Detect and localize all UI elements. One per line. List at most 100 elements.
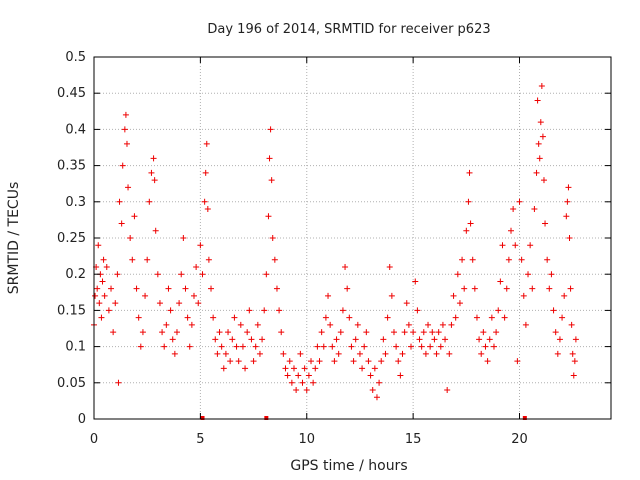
data-point [216,329,223,336]
data-point [171,350,178,357]
data-point [473,314,480,321]
data-point [220,365,227,372]
data-point [520,292,527,299]
data-point [133,285,140,292]
data-point [278,329,285,336]
data-point [429,329,436,336]
data-point [482,343,489,350]
data-point [244,329,251,336]
data-point [534,97,541,104]
data-point [271,256,278,263]
data-point [331,358,338,365]
data-point [416,336,423,343]
data-point [352,336,359,343]
data-point [433,350,440,357]
data-point [227,358,234,365]
data-point [425,321,432,328]
data-point [127,235,134,241]
data-point [514,358,521,365]
data-point [465,198,472,205]
data-point [248,336,255,343]
data-point [559,314,566,321]
data-point [378,358,385,365]
data-point [501,314,508,321]
data-point [399,350,406,357]
axis-ticks [93,56,611,420]
data-point [401,329,408,336]
data-point [437,343,444,350]
data-point [527,242,534,249]
data-point [167,307,174,314]
y-tick-label: 0.4 [65,122,86,137]
data-point [510,206,517,213]
data-point [371,365,378,372]
data-point [114,271,121,278]
data-point [569,350,576,357]
data-point [414,307,421,314]
data-point [305,372,312,379]
data-point [329,343,336,350]
data-point [112,300,119,307]
data-point [295,372,302,379]
data-point [199,271,206,278]
data-point [476,336,483,343]
data-point [397,372,404,379]
y-tick-label: 0.45 [57,86,86,101]
grid-lines [94,57,611,419]
data-point [233,343,240,350]
data-point [544,256,551,263]
data-point [435,329,442,336]
data-point [202,169,209,176]
data-point [561,292,568,299]
data-point [550,307,557,314]
data-point [395,358,402,365]
data-point [180,235,187,241]
chart-title: Day 196 of 2014, SRMTID for receiver p62… [207,22,490,37]
data-point [327,321,334,328]
y-tick-label: 0.05 [57,376,86,391]
data-point [239,343,246,350]
data-point [463,227,470,234]
data-point [552,329,559,336]
data-point [282,365,289,372]
data-point [516,198,523,205]
data-point [478,350,485,357]
data-point [342,263,349,270]
data-point [546,285,553,292]
data-point [486,336,493,343]
data-point [320,343,327,350]
y-tick-label: 0.35 [57,159,86,174]
data-point [144,256,151,263]
data-point [503,285,510,292]
data-point [98,314,105,321]
data-point [529,285,536,292]
data-point [384,314,391,321]
data-point [322,314,329,321]
data-point [388,292,395,299]
data-point [256,350,263,357]
data-point [118,220,125,227]
data-point [142,292,149,299]
data-point [439,321,446,328]
x-tick-label: 0 [90,432,98,447]
data-point [484,358,491,365]
data-point [301,365,308,372]
data-point [540,177,547,184]
y-tick-label: 0.25 [57,231,86,246]
data-point [259,336,266,343]
baseline-markers [200,416,527,420]
data-point [176,300,183,307]
data-point [535,140,542,147]
data-point [471,285,478,292]
y-tick-label: 0.15 [57,303,86,318]
data-point [538,82,545,89]
data-point [193,263,200,270]
data-point [266,155,273,162]
data-point [169,336,176,343]
data-point [286,358,293,365]
data-point [204,206,211,213]
data-point [554,350,561,357]
data-point [518,256,525,263]
data-point [146,198,153,205]
data-point [505,256,512,263]
